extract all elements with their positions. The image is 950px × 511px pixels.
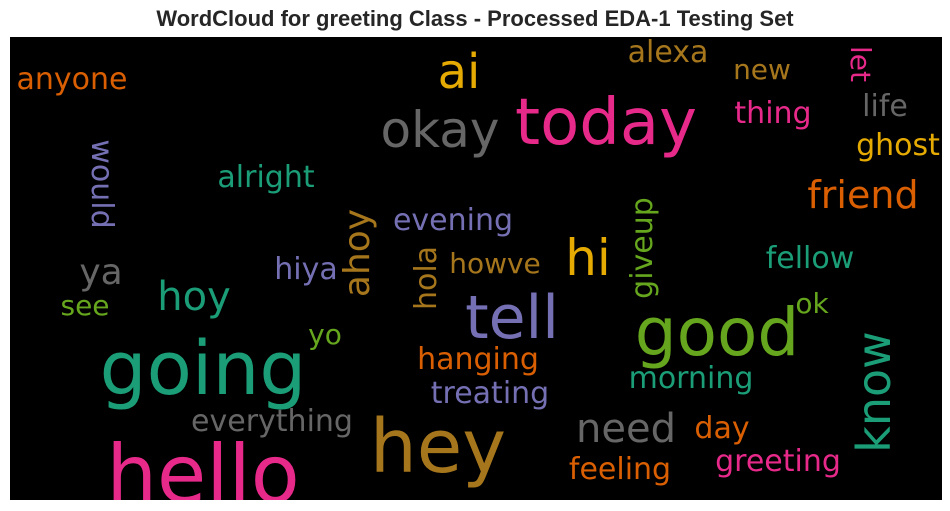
word-ghost: ghost bbox=[856, 128, 940, 163]
word-evening: evening bbox=[392, 203, 514, 238]
word-good: good bbox=[634, 294, 800, 371]
word-new: new bbox=[733, 53, 791, 86]
word-going: going bbox=[99, 326, 307, 412]
word-ya: ya bbox=[79, 252, 123, 293]
word-okay: okay bbox=[380, 101, 500, 159]
chart-title: WordCloud for greeting Class - Processed… bbox=[156, 6, 794, 31]
word-see: see bbox=[60, 289, 110, 322]
word-cloud: hello hey going today good tell okay ai … bbox=[10, 37, 942, 500]
word-treating: treating bbox=[430, 376, 550, 411]
word-hey: hey bbox=[369, 404, 507, 490]
word-day: day bbox=[694, 411, 750, 446]
word-feeling: feeling bbox=[568, 452, 672, 487]
word-need: need bbox=[576, 406, 676, 452]
word-howve: howve bbox=[449, 247, 541, 280]
word-hola: hola bbox=[409, 245, 444, 311]
word-life: life bbox=[862, 89, 908, 124]
word-everything: everything bbox=[191, 404, 353, 439]
word-hello: hello bbox=[106, 428, 300, 501]
word-friend: friend bbox=[807, 173, 919, 217]
word-thing: thing bbox=[734, 96, 812, 131]
word-giveup: giveup bbox=[625, 197, 660, 299]
word-tell: tell bbox=[465, 283, 559, 353]
word-today: today bbox=[515, 86, 697, 160]
word-yo: yo bbox=[308, 318, 342, 351]
word-anyone: anyone bbox=[16, 62, 128, 97]
word-hoy: hoy bbox=[157, 274, 231, 320]
word-fellow: fellow bbox=[765, 241, 855, 276]
word-alright: alright bbox=[217, 160, 315, 195]
word-would: would bbox=[84, 139, 119, 229]
word-greeting: greeting bbox=[715, 444, 841, 479]
word-ahoy: ahoy bbox=[337, 208, 378, 298]
word-hanging: hanging bbox=[417, 342, 539, 377]
word-hi: hi bbox=[565, 229, 611, 287]
word-ok: ok bbox=[795, 287, 829, 320]
word-know: know bbox=[847, 331, 901, 453]
word-hiya: hiya bbox=[274, 252, 338, 287]
word-alexa: alexa bbox=[627, 37, 709, 70]
word-ai: ai bbox=[437, 44, 481, 100]
word-morning: morning bbox=[628, 361, 754, 396]
word-let: let bbox=[844, 46, 877, 82]
